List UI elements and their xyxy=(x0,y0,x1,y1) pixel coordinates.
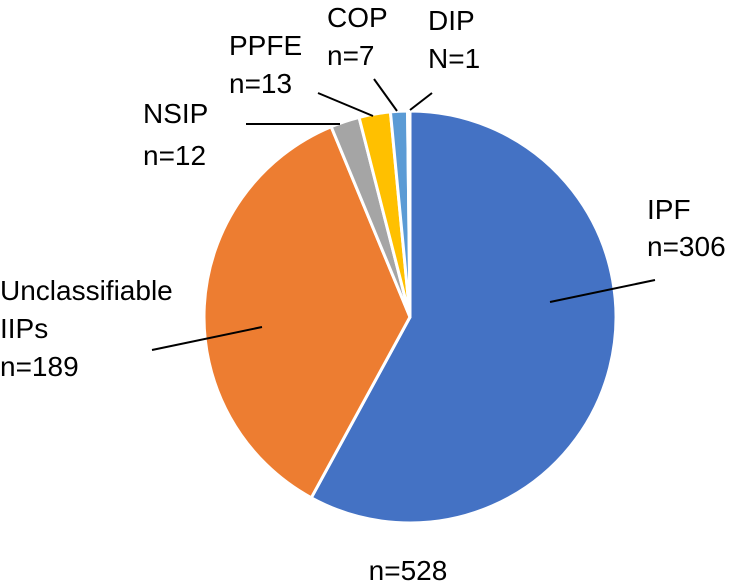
ipf-count-label: n=306 xyxy=(647,231,726,262)
ppfe-count-label: n=13 xyxy=(229,68,292,99)
total-label: n=528 xyxy=(369,555,448,586)
unclassifiable-name-label: Unclassifiable xyxy=(0,275,173,306)
cop-name-label: COP xyxy=(327,2,388,33)
pie-slice-ipf xyxy=(309,109,618,525)
leader-line-ppfe xyxy=(317,92,374,117)
leader-line-ipf xyxy=(549,279,656,303)
pie-slice-unclassifiable xyxy=(202,125,412,500)
ppfe-name-label: PPFE xyxy=(229,30,302,61)
unclassifiable-name2-label: IIPs xyxy=(0,313,48,344)
leader-line-unclassifiable xyxy=(151,326,263,351)
dip-count-label: N=1 xyxy=(428,43,480,74)
unclassifiable-count-label: n=189 xyxy=(0,351,79,382)
leader-line-dip xyxy=(409,92,433,111)
dip-name-label: DIP xyxy=(428,5,475,36)
nsip-count-label: n=12 xyxy=(143,140,206,171)
pie-slices xyxy=(202,109,618,525)
leader-line-cop xyxy=(373,78,398,112)
pie-slice-dip xyxy=(406,109,412,319)
nsip-name-label: NSIP xyxy=(143,98,208,129)
ipf-name-label: IPF xyxy=(647,194,691,225)
cop-count-label: n=7 xyxy=(327,40,375,71)
